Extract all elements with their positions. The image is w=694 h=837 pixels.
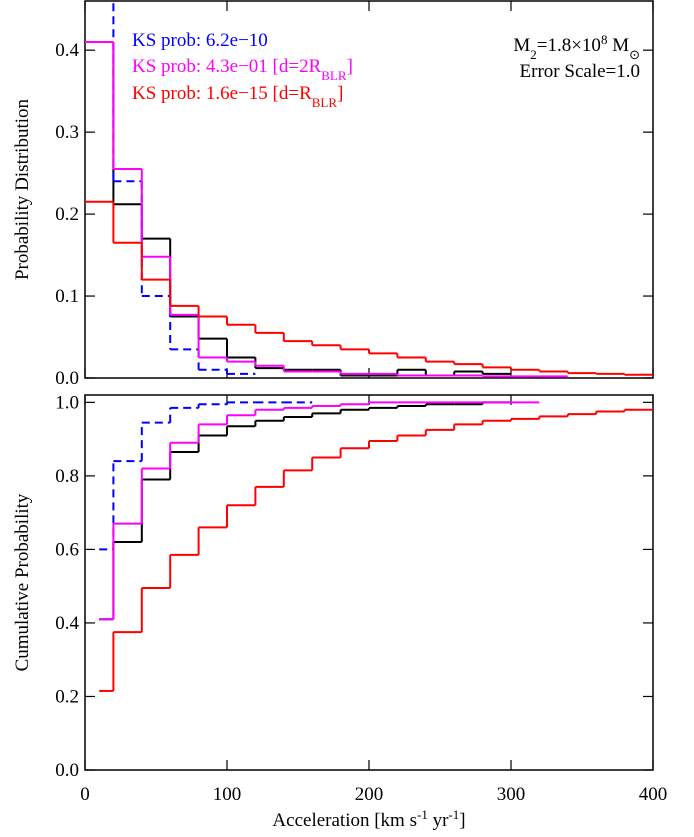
plot-area (85, 1, 653, 378)
plot-area (99, 401, 653, 692)
y-axis-title: Probability Distribution (12, 98, 33, 280)
y-tick-label: 0.0 (55, 368, 79, 389)
text-part: -1 (417, 807, 428, 822)
x-tick-label: 0 (80, 784, 90, 805)
y-axis-title: Cumulative Probability (12, 493, 33, 671)
text-part: ] (347, 56, 353, 77)
text-part: Error Scale=1.0 (520, 61, 640, 82)
text-part: KS prob: 6.2e−10 (132, 30, 268, 51)
text-part: KS prob: 4.3e−01 [d=2R (132, 56, 322, 77)
annotation: KS prob: 1.6e−15 [d=RBLR] (132, 83, 343, 110)
y-tick-label: 0.3 (55, 122, 79, 143)
panel: 0.0 0.1 0.2 0.3 0.4 Probability Distribution K… (12, 0, 654, 389)
x-tick-label: 100 (213, 784, 242, 805)
text-part: ⊙ (629, 47, 640, 62)
y-tick-label: 0.4 (55, 40, 79, 61)
annotation: M2=1.8×108 M⊙ (513, 32, 640, 62)
text-part: 2 (530, 47, 537, 62)
x-tick-label: 300 (497, 784, 526, 805)
y-tick-label: 1.0 (55, 392, 79, 413)
text-part: 8 (601, 32, 608, 47)
y-tick-label: 0.2 (55, 204, 79, 225)
text-part: ] (459, 810, 465, 831)
text-part: Acceleration [km s (272, 810, 417, 831)
y-tick-label: 0.8 (55, 466, 79, 487)
y-tick-label: 0.0 (55, 760, 79, 781)
annotation: KS prob: 4.3e−01 [d=2RBLR] (132, 56, 353, 83)
y-tick-label: 0.6 (55, 539, 79, 560)
panel: 0.0 0.2 0.4 0.6 0.8 1.0 0 100 200 300 400 Cumulativ… (12, 392, 667, 831)
annotation: Error Scale=1.0 (520, 61, 640, 82)
text-part: KS prob: 1.6e−15 [d=R (132, 83, 312, 104)
text-part: BLR (321, 68, 347, 83)
x-tick-label: 400 (639, 784, 668, 805)
y-tick-label: 0.4 (55, 613, 79, 634)
y-tick-label: 0.1 (55, 286, 79, 307)
text-part: yr (428, 810, 449, 831)
text-part: M (513, 35, 530, 56)
annotation: KS prob: 6.2e−10 (132, 30, 268, 51)
x-axis-title: Acceleration [km s-1 yr-1] (272, 807, 465, 832)
x-tick-label: 200 (355, 784, 384, 805)
text-part: =1.8×10 (537, 35, 601, 56)
y-tick-label: 0.2 (55, 686, 79, 707)
text-part: M (607, 35, 629, 56)
text-part: ] (337, 83, 343, 104)
text-part: BLR (312, 95, 338, 110)
text-part: -1 (448, 807, 459, 822)
